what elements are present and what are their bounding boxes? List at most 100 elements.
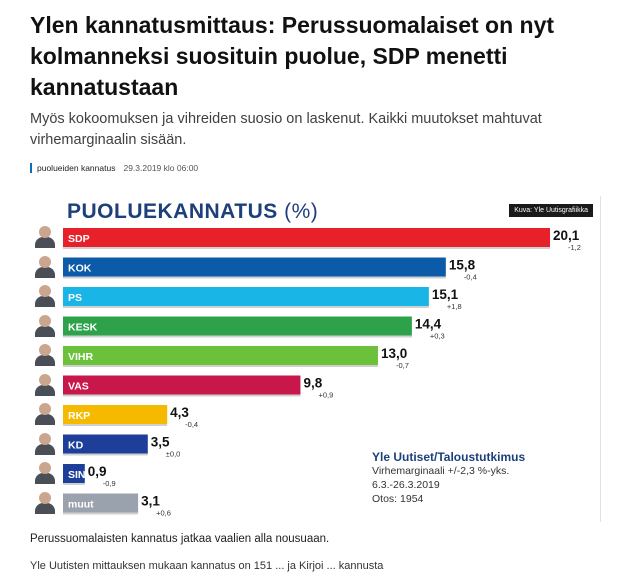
leader-portrait-kd — [34, 431, 56, 455]
leader-portrait-muut — [34, 490, 56, 514]
bar-rkp — [63, 405, 168, 424]
bar-kesk — [63, 316, 412, 336]
bar-shadow — [63, 512, 139, 515]
article-meta: puolueiden kannatus 29.3.2019 klo 06:00 — [30, 163, 610, 173]
bar-shadow — [63, 306, 429, 308]
portrait-body — [35, 237, 55, 248]
bar-value-label: 13,0 — [381, 346, 407, 361]
portrait-head — [39, 285, 51, 297]
bar-change-label: +0,3 — [430, 332, 445, 341]
portrait-body — [35, 384, 55, 396]
bar-value-label: 4,3 — [170, 405, 189, 420]
bar-shadow — [63, 424, 168, 426]
portrait-body — [35, 296, 55, 307]
bar-shadow — [63, 276, 446, 279]
bar-value-label: 15,1 — [432, 287, 459, 302]
portrait-body — [35, 414, 55, 425]
article-lead: Myös kokoomuksen ja vihreiden suosio on … — [30, 111, 542, 148]
bar-muut — [63, 493, 139, 513]
leader-portrait-kok — [34, 254, 56, 278]
bar-sdp — [63, 228, 550, 247]
bar-value-label: 0,9 — [88, 464, 107, 479]
survey-period: 6.3.-26.3.2019 — [372, 479, 440, 491]
bar-shadow — [63, 247, 550, 249]
bar-category-label: SIN — [68, 469, 86, 481]
portrait-head — [39, 373, 51, 386]
bar-change-label: ±0,0 — [166, 450, 181, 459]
bar-value-label: 20,1 — [553, 228, 580, 243]
bar-change-label: -0,7 — [396, 361, 409, 370]
bar-category-label: SDP — [68, 233, 90, 245]
leader-portrait-sin — [34, 460, 56, 484]
chart-title-unit: (%) — [284, 200, 319, 223]
portrait-head — [39, 462, 51, 474]
portrait-head — [39, 255, 51, 268]
bar-change-label: -0,4 — [185, 420, 198, 429]
bar-vihr — [63, 346, 378, 365]
leader-portrait-vihr — [34, 342, 56, 366]
bar-category-label: KOK — [68, 263, 92, 275]
portrait-head — [39, 491, 51, 504]
bar-change-label: -0,9 — [103, 479, 116, 488]
chart-title: PUOLUEKANNATUS (%) — [67, 200, 318, 224]
bar-change-label: +0,9 — [318, 391, 333, 400]
portrait-body — [35, 473, 55, 484]
chart-title-text: PUOLUEKANNATUS — [67, 200, 278, 223]
portrait-body — [35, 325, 55, 337]
bar-change-label: -1,2 — [568, 243, 581, 252]
bar-value-label: 3,5 — [151, 435, 170, 450]
leader-portrait-rkp — [34, 401, 56, 425]
margin-of-error: Virhemarginaali +/-2,3 %-yks. — [372, 465, 510, 477]
portrait-head — [39, 403, 51, 415]
bar-shadow — [63, 335, 412, 338]
bar-value-label: 9,8 — [303, 376, 322, 391]
bar-change-label: +1,8 — [447, 302, 462, 311]
bar-category-label: KD — [68, 440, 84, 452]
portrait-body — [35, 266, 55, 278]
article: Ylen kannatusmittaus: Perussuomalaiset o… — [30, 0, 610, 173]
bar-category-label: VAS — [68, 381, 89, 393]
bar-category-label: VIHR — [68, 351, 94, 363]
portrait-head — [39, 344, 51, 356]
bar-change-label: +0,6 — [156, 509, 171, 518]
image-caption: Perussuomalaisten kannatus jatkaa vaalie… — [30, 533, 330, 545]
figure-divider — [600, 196, 601, 522]
bar-kok — [63, 257, 446, 277]
bar-shadow — [63, 453, 148, 456]
bar-change-label: -0,4 — [464, 273, 477, 282]
portrait-head — [39, 314, 51, 327]
portrait-head — [39, 226, 51, 238]
bar-ps — [63, 287, 429, 306]
bar-category-label: muut — [68, 499, 94, 511]
bar-shadow — [63, 394, 301, 397]
portrait-body — [35, 355, 55, 366]
topic-tag-link[interactable]: puolueiden kannatus — [37, 163, 116, 173]
article-headline: Ylen kannatusmittaus: Perussuomalaiset o… — [30, 12, 555, 100]
portrait-body — [35, 443, 55, 455]
bar-shadow — [63, 483, 85, 485]
bar-value-label: 14,4 — [415, 317, 442, 332]
tag-marker — [30, 163, 32, 173]
image-credit: Kuva: Yle Uutisgrafiikka — [509, 204, 593, 217]
bar-vas — [63, 375, 301, 395]
sample-size: Otos: 1954 — [372, 493, 424, 505]
leader-portrait-ps — [34, 283, 56, 307]
portrait-head — [39, 432, 51, 445]
body-text-partial: Yle Uutisten mittauksen mukaan kannatus … — [30, 560, 384, 572]
chart-figure: PUOLUEKANNATUS (%) Kuva: Yle Uutisgrafii… — [30, 196, 601, 522]
bar-sin — [63, 464, 85, 483]
bar-kd — [63, 434, 148, 454]
source-title: Yle Uutiset/Taloustutkimus — [372, 450, 526, 464]
bar-shadow — [63, 365, 378, 367]
bar-value-label: 3,1 — [141, 494, 160, 509]
leader-portrait-sdp — [34, 224, 56, 248]
bar-category-label: KESK — [68, 322, 98, 334]
bar-value-label: 15,8 — [449, 258, 476, 273]
leader-portrait-vas — [34, 372, 56, 396]
leader-portrait-kesk — [34, 313, 56, 337]
bar-category-label: PS — [68, 292, 82, 304]
bar-category-label: RKP — [68, 410, 90, 422]
portrait-body — [35, 502, 55, 514]
chart-source: Yle Uutiset/Taloustutkimus Virhemarginaa… — [372, 450, 525, 506]
